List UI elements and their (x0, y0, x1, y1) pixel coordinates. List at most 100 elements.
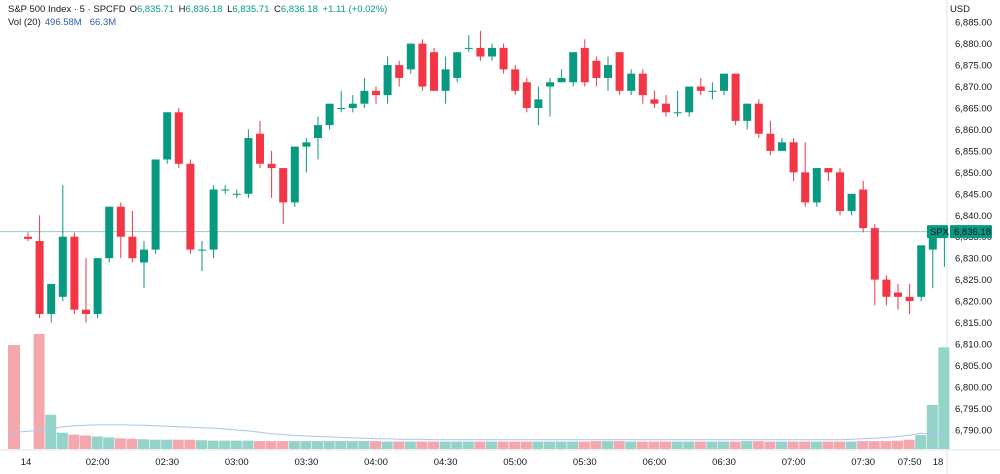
candle-body (348, 103, 357, 108)
candle-body (812, 168, 821, 203)
volume-bar (254, 441, 265, 449)
volume-ma-value: 66.3M (89, 17, 117, 28)
time-tick-label: 05:30 (573, 457, 597, 468)
volume-bar (486, 441, 497, 449)
open-label: O (129, 4, 137, 15)
candle-body (499, 47, 508, 70)
candle-body (847, 193, 856, 211)
volume-value: 496.58M (44, 17, 82, 28)
volume-bar (439, 441, 451, 449)
candle-body (441, 69, 450, 91)
candle-body (70, 236, 79, 310)
candle-body (151, 159, 160, 250)
volume-bar (219, 440, 231, 449)
time-tick-label: 03:00 (225, 457, 249, 468)
volume-bar (323, 441, 335, 449)
volume-bar (590, 441, 602, 449)
volume-bar (625, 441, 637, 449)
change-value: +1.11 (+0.02%) (322, 4, 388, 15)
candle-body (580, 47, 589, 83)
volume-bar (834, 441, 845, 449)
volume-row: Vol (20) 496.58M 66.3M (8, 16, 389, 29)
time-tick-label: 02:30 (155, 457, 179, 468)
price-tick-label: 6,800.00 (955, 382, 992, 393)
open-value: 6,835.71 (136, 4, 174, 15)
volume-bar (381, 441, 393, 449)
volume-bar (416, 441, 428, 449)
volume-bar (683, 441, 695, 449)
candle-body (754, 103, 763, 134)
candle-body (476, 47, 485, 57)
candle-body (314, 125, 322, 139)
volume-bar (451, 441, 463, 449)
candle-body (662, 103, 670, 113)
candle-body (93, 258, 102, 314)
volume-bar (138, 439, 149, 449)
candle-body (47, 283, 56, 314)
price-tick-label: 6,825.00 (955, 275, 992, 286)
candle-body (232, 193, 241, 195)
candle-body (395, 65, 404, 78)
volume-bar (567, 441, 579, 449)
volume-bar (544, 441, 555, 449)
volume-bar (346, 441, 358, 449)
currency-label[interactable]: USD (949, 4, 970, 15)
price-tick-label: 6,855.00 (955, 146, 992, 157)
close-label: C (274, 4, 281, 15)
time-axis[interactable]: 14 02:00 02:30 03:00 03:30 04:00 04:30 05:00 05:… (21, 457, 944, 468)
price-axis[interactable]: 6,790.00 6,795.00 6,800.00 6,805.00 6,810.00… (955, 18, 992, 437)
volume-bar (56, 432, 68, 449)
price-tick-label: 6,840.00 (955, 211, 992, 222)
candle-body (290, 146, 299, 203)
symbol-title[interactable]: S&P 500 Index · 5 · SPCFD (8, 4, 126, 15)
candle-body (905, 296, 914, 302)
last-price-tag-symbol-bg (927, 225, 948, 239)
volume-bar (892, 440, 903, 449)
candle-body (522, 82, 531, 108)
candle-body (928, 236, 937, 250)
candle-body (488, 47, 496, 57)
volume-bar (555, 441, 567, 449)
candle-body (406, 43, 415, 70)
volume-bar (312, 441, 323, 449)
chart-legend: S&P 500 Index · 5 · SPCFD O6,835.71 H6,8… (8, 3, 389, 29)
candle-body (198, 249, 206, 251)
candle-body (569, 52, 578, 83)
volume-bar (207, 440, 219, 449)
volume-bar (404, 441, 416, 449)
candle-body (464, 47, 473, 49)
volume-bar (648, 441, 660, 449)
candles (24, 30, 960, 323)
candle-body (638, 73, 647, 96)
volume-bar (300, 441, 312, 449)
volume-bar (265, 441, 277, 449)
volume-bar (428, 441, 439, 449)
volume-bar (694, 441, 706, 449)
volume-indicator-label[interactable]: Vol (20) (8, 17, 41, 28)
volume-bar (33, 333, 45, 449)
volume-bar (857, 441, 869, 449)
low-label: L (227, 4, 233, 15)
volume-bar (741, 441, 753, 449)
candle-body (186, 163, 195, 250)
time-tick-label: 07:00 (782, 457, 806, 468)
candle-body (105, 206, 114, 259)
volume-bar (868, 441, 880, 449)
volume-bar (938, 347, 950, 449)
candle-body (453, 52, 462, 78)
volume-bar (230, 440, 242, 449)
volume-bar (393, 441, 405, 449)
candle-body (163, 112, 172, 160)
price-tick-label: 6,810.00 (955, 340, 992, 351)
candle-body (836, 172, 844, 211)
high-value: 6,836.18 (185, 4, 223, 15)
candle-body (534, 99, 543, 108)
volume-bar (45, 414, 57, 449)
volume-bar (184, 439, 196, 449)
volume-bar (764, 441, 776, 449)
time-tick-label: 18 (933, 457, 944, 468)
last-price-tag: SPX 6,836.18 (927, 225, 992, 239)
candle-body (859, 189, 868, 229)
candle-body (267, 163, 276, 169)
